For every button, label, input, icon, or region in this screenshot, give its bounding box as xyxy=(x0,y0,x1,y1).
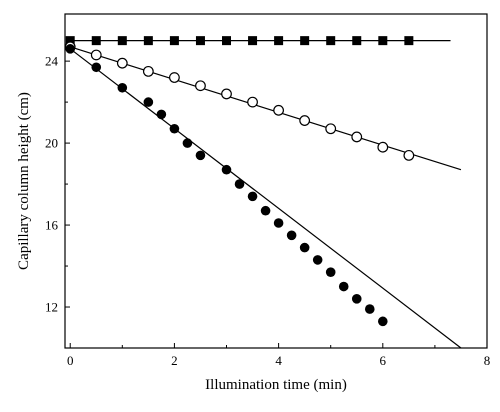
data-point-filled-circle xyxy=(65,44,76,54)
data-point-filled-circle xyxy=(364,304,375,314)
data-point-filled-circle xyxy=(156,109,167,120)
y-axis-label: Capillary column height (cm) xyxy=(16,92,32,270)
data-point-filled-circle xyxy=(325,267,336,277)
data-point-open-circle xyxy=(195,80,206,92)
x-tick-label: 8 xyxy=(484,353,491,368)
data-point-open-circle xyxy=(351,131,363,143)
data-point-square xyxy=(326,36,336,46)
fit-line xyxy=(70,46,462,171)
y-tick-label: 12 xyxy=(45,300,58,315)
data-point-filled-circle xyxy=(143,97,154,107)
y-tick-label: 16 xyxy=(45,218,59,233)
data-point-square xyxy=(274,36,284,46)
data-point-filled-circle xyxy=(299,242,310,253)
data-point-open-circle xyxy=(169,72,180,83)
data-point-square xyxy=(378,36,388,46)
data-point-open-circle xyxy=(325,123,337,135)
data-point-filled-circle xyxy=(286,230,297,241)
data-point-filled-circle xyxy=(260,205,271,216)
data-point-open-circle xyxy=(142,65,154,77)
series-2 xyxy=(64,41,462,171)
data-point-square xyxy=(248,36,258,46)
data-point-filled-circle xyxy=(273,218,284,228)
x-tick-label: 4 xyxy=(275,353,282,368)
data-point-open-circle xyxy=(90,49,102,61)
data-point-square xyxy=(222,36,232,46)
data-point-open-circle xyxy=(116,57,128,69)
data-point-square xyxy=(65,36,75,46)
data-point-open-circle xyxy=(299,115,311,126)
series-layer xyxy=(64,36,462,349)
data-point-open-circle xyxy=(221,88,232,100)
x-tick-label: 0 xyxy=(67,353,74,368)
data-point-square xyxy=(352,36,362,46)
data-point-open-circle xyxy=(403,149,415,161)
data-point-square xyxy=(169,36,179,46)
data-point-filled-circle xyxy=(182,138,193,148)
data-point-square xyxy=(91,36,101,46)
data-point-square xyxy=(117,36,127,46)
x-tick-label: 6 xyxy=(380,353,387,368)
data-point-filled-circle xyxy=(338,281,349,292)
data-point-filled-circle xyxy=(247,191,258,202)
data-point-filled-circle xyxy=(351,294,362,304)
plot-frame xyxy=(64,13,488,349)
data-point-square xyxy=(143,36,153,46)
data-point-filled-circle xyxy=(195,150,206,161)
data-point-open-circle xyxy=(273,104,285,116)
series-1 xyxy=(65,36,451,46)
series-3 xyxy=(65,44,462,349)
data-point-filled-circle xyxy=(234,179,245,189)
data-point-filled-circle xyxy=(221,164,232,175)
data-point-filled-circle xyxy=(169,123,180,134)
data-point-square xyxy=(195,36,205,46)
y-tick-label: 20 xyxy=(45,136,58,151)
data-point-filled-circle xyxy=(91,62,102,73)
data-point-open-circle xyxy=(377,141,389,153)
data-point-square xyxy=(404,36,414,46)
data-point-filled-circle xyxy=(312,255,323,265)
y-tick-label: 24 xyxy=(45,54,59,69)
plot-area xyxy=(64,13,488,349)
x-tick-label: 2 xyxy=(171,353,178,368)
data-point-square xyxy=(300,36,310,46)
data-point-filled-circle xyxy=(378,316,388,327)
x-axis-label: Illumination time (min) xyxy=(205,377,347,393)
data-point-open-circle xyxy=(247,96,258,108)
data-point-filled-circle xyxy=(117,82,128,93)
fit-line xyxy=(69,48,462,349)
